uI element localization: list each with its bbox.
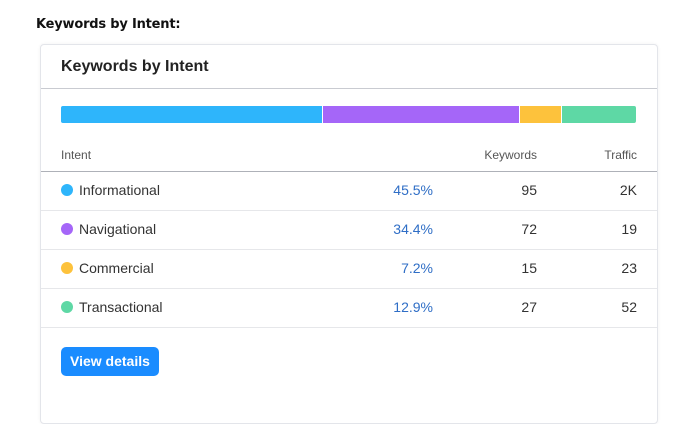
table-row: Transactional 12.9% 27 52 xyxy=(41,289,657,328)
column-header-keywords: Keywords xyxy=(484,148,537,162)
intent-label: Transactional xyxy=(79,299,163,315)
page-heading: Keywords by Intent: xyxy=(36,17,181,32)
keywords-count: 15 xyxy=(521,260,537,276)
bar-segment-transactional[interactable] xyxy=(561,106,636,123)
intent-table: Informational 45.5% 95 2K Navigational 3… xyxy=(41,172,657,328)
card-title: Keywords by Intent xyxy=(61,58,209,75)
bar-segment-navigational[interactable] xyxy=(322,106,521,123)
traffic-value: 23 xyxy=(621,260,637,276)
table-row: Navigational 34.4% 72 19 xyxy=(41,211,657,250)
keywords-count: 95 xyxy=(521,182,537,198)
column-header-intent: Intent xyxy=(61,148,92,162)
navigational-color-dot xyxy=(61,223,73,235)
divider xyxy=(41,171,657,172)
keywords-by-intent-card: Keywords by Intent Intent Keywords Traff… xyxy=(40,44,658,424)
divider xyxy=(41,88,657,89)
intent-label: Navigational xyxy=(79,221,157,237)
traffic-value: 19 xyxy=(621,221,637,237)
commercial-color-dot xyxy=(61,262,73,274)
keywords-count: 27 xyxy=(521,299,537,315)
bar-segment-commercial[interactable] xyxy=(520,106,562,123)
bar-segment-informational[interactable] xyxy=(61,106,323,123)
traffic-value: 2K xyxy=(619,182,637,198)
traffic-value: 52 xyxy=(621,299,637,315)
informational-color-dot xyxy=(61,184,73,196)
intent-label: Commercial xyxy=(79,260,154,276)
transactional-color-dot xyxy=(61,301,73,313)
column-header-traffic: Traffic xyxy=(604,148,637,162)
view-details-button[interactable]: View details xyxy=(61,347,159,376)
keywords-count: 72 xyxy=(521,221,537,237)
intent-percent-link[interactable]: 7.2% xyxy=(401,260,433,276)
intent-percent-link[interactable]: 45.5% xyxy=(393,182,433,198)
intent-percent-link[interactable]: 34.4% xyxy=(393,221,433,237)
table-row: Commercial 7.2% 15 23 xyxy=(41,250,657,289)
table-row: Informational 45.5% 95 2K xyxy=(41,172,657,211)
intent-label: Informational xyxy=(79,182,160,198)
intent-percent-link[interactable]: 12.9% xyxy=(393,299,433,315)
intent-distribution-bar xyxy=(61,106,636,123)
